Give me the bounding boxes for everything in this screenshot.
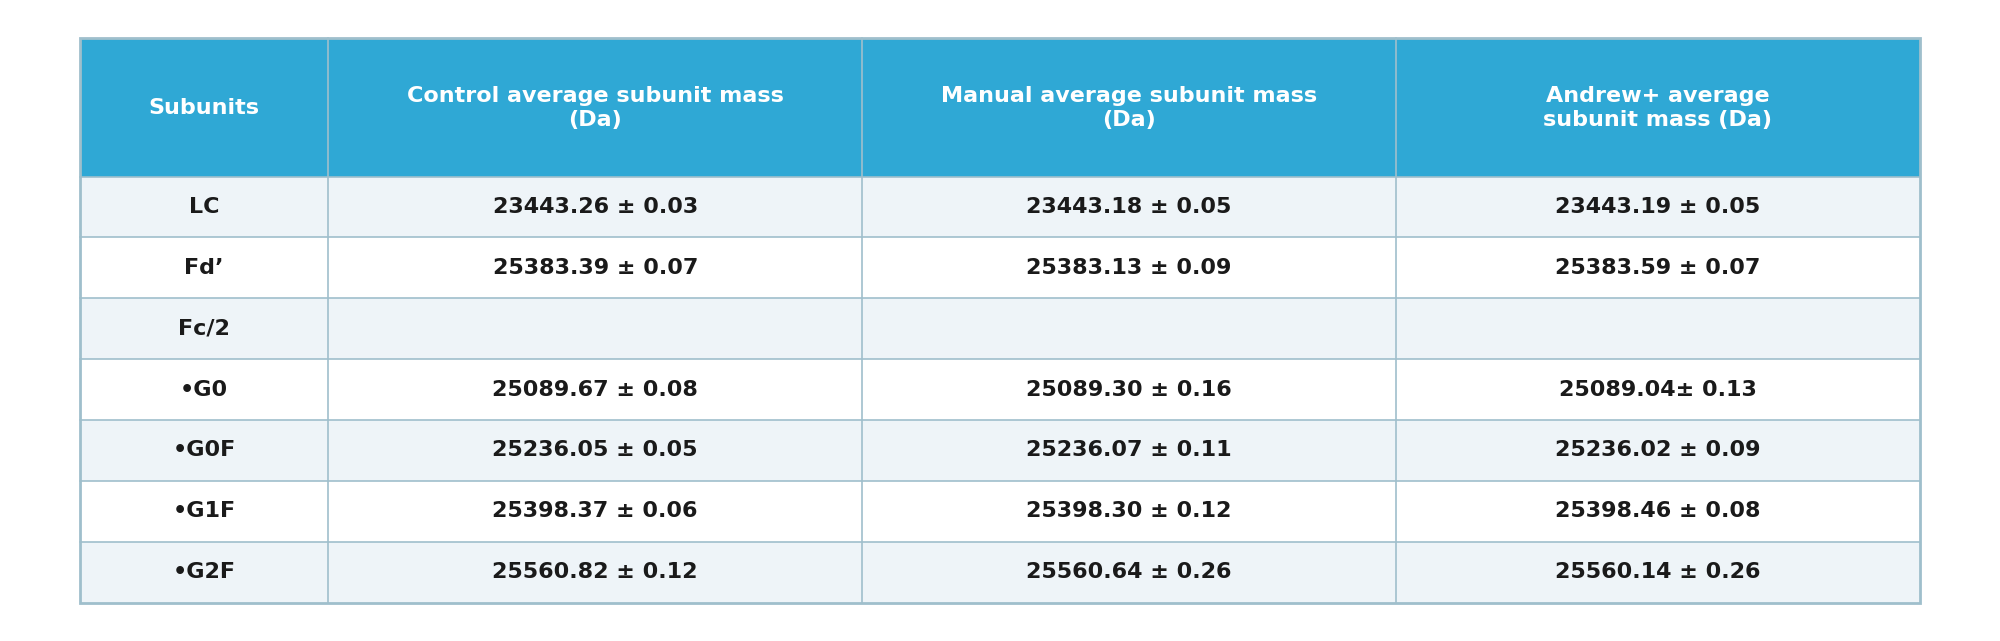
Text: Control average subunit mass
(Da): Control average subunit mass (Da) bbox=[406, 85, 784, 129]
Bar bbox=[328, 38, 862, 177]
Bar bbox=[862, 481, 1396, 542]
Bar bbox=[80, 542, 328, 603]
Text: Manual average subunit mass
(Da): Manual average subunit mass (Da) bbox=[940, 85, 1316, 129]
Text: •G1F: •G1F bbox=[172, 501, 236, 521]
Bar bbox=[328, 542, 862, 603]
Text: 25398.30 ± 0.12: 25398.30 ± 0.12 bbox=[1026, 501, 1232, 521]
Text: 23443.26 ± 0.03: 23443.26 ± 0.03 bbox=[492, 197, 698, 217]
Text: 25089.67 ± 0.08: 25089.67 ± 0.08 bbox=[492, 379, 698, 399]
Bar bbox=[328, 298, 862, 359]
Bar bbox=[1396, 420, 1920, 481]
Bar bbox=[1396, 177, 1920, 238]
Bar bbox=[80, 481, 328, 542]
Text: 25383.39 ± 0.07: 25383.39 ± 0.07 bbox=[492, 258, 698, 278]
Bar bbox=[80, 359, 328, 420]
Bar bbox=[80, 298, 328, 359]
Text: 25089.04± 0.13: 25089.04± 0.13 bbox=[1558, 379, 1756, 399]
Bar bbox=[862, 238, 1396, 298]
Bar bbox=[80, 38, 328, 177]
Text: 25236.05 ± 0.05: 25236.05 ± 0.05 bbox=[492, 440, 698, 460]
Text: 23443.18 ± 0.05: 23443.18 ± 0.05 bbox=[1026, 197, 1232, 217]
Bar bbox=[862, 420, 1396, 481]
Bar bbox=[80, 177, 328, 238]
Bar bbox=[1396, 298, 1920, 359]
Bar bbox=[328, 177, 862, 238]
Bar bbox=[862, 542, 1396, 603]
Text: 25236.02 ± 0.09: 25236.02 ± 0.09 bbox=[1556, 440, 1760, 460]
Text: •G0F: •G0F bbox=[172, 440, 236, 460]
Text: 25560.82 ± 0.12: 25560.82 ± 0.12 bbox=[492, 562, 698, 582]
Text: LC: LC bbox=[188, 197, 220, 217]
Bar bbox=[328, 420, 862, 481]
Bar bbox=[1396, 38, 1920, 177]
Bar bbox=[328, 238, 862, 298]
Bar bbox=[80, 238, 328, 298]
Text: Andrew+ average
subunit mass (Da): Andrew+ average subunit mass (Da) bbox=[1544, 85, 1772, 129]
Text: •G2F: •G2F bbox=[172, 562, 236, 582]
Text: Fd’: Fd’ bbox=[184, 258, 224, 278]
Text: •G0: •G0 bbox=[180, 379, 228, 399]
Bar bbox=[328, 359, 862, 420]
Bar bbox=[80, 420, 328, 481]
Text: 25560.64 ± 0.26: 25560.64 ± 0.26 bbox=[1026, 562, 1232, 582]
Text: 25383.59 ± 0.07: 25383.59 ± 0.07 bbox=[1556, 258, 1760, 278]
Bar bbox=[1396, 542, 1920, 603]
Text: 25560.14 ± 0.26: 25560.14 ± 0.26 bbox=[1556, 562, 1760, 582]
Text: 25398.46 ± 0.08: 25398.46 ± 0.08 bbox=[1556, 501, 1760, 521]
Bar bbox=[862, 359, 1396, 420]
Text: 23443.19 ± 0.05: 23443.19 ± 0.05 bbox=[1556, 197, 1760, 217]
Bar bbox=[862, 298, 1396, 359]
Bar bbox=[1396, 359, 1920, 420]
Bar bbox=[862, 38, 1396, 177]
Text: 25398.37 ± 0.06: 25398.37 ± 0.06 bbox=[492, 501, 698, 521]
Bar bbox=[1396, 481, 1920, 542]
Text: 25089.30 ± 0.16: 25089.30 ± 0.16 bbox=[1026, 379, 1232, 399]
Text: Fc/2: Fc/2 bbox=[178, 319, 230, 338]
Bar bbox=[1396, 238, 1920, 298]
Text: 25383.13 ± 0.09: 25383.13 ± 0.09 bbox=[1026, 258, 1232, 278]
Bar bbox=[80, 38, 1920, 603]
Text: 25236.07 ± 0.11: 25236.07 ± 0.11 bbox=[1026, 440, 1232, 460]
Text: Subunits: Subunits bbox=[148, 97, 260, 117]
Bar bbox=[862, 177, 1396, 238]
Bar bbox=[328, 481, 862, 542]
